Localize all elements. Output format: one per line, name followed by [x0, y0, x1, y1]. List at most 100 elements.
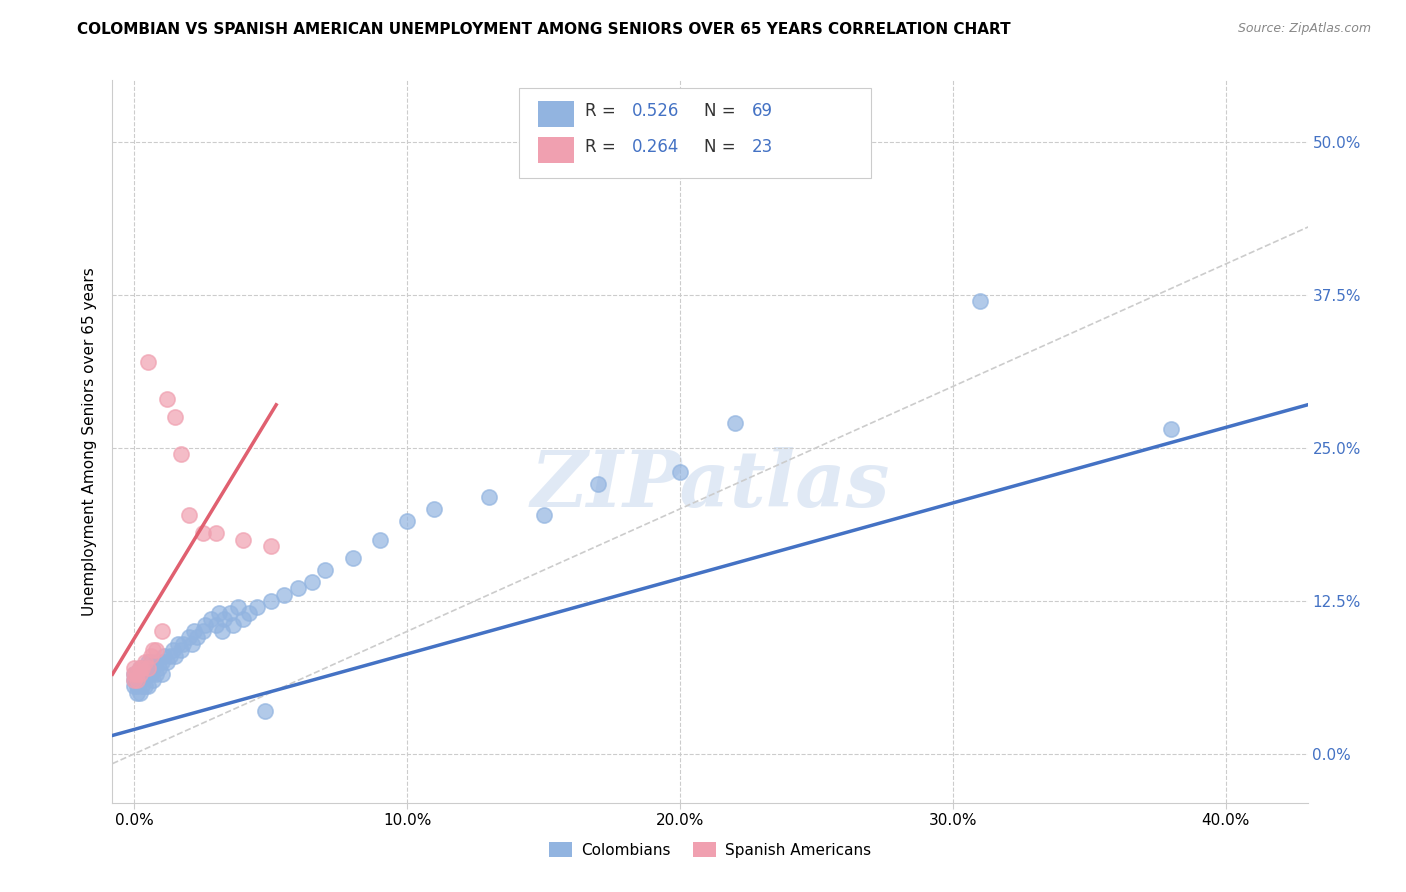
Point [191, 526, 214, 541]
Point [125, 667, 148, 681]
Point [150, 667, 173, 681]
Point [159, 648, 181, 663]
Point [200, 612, 222, 626]
Point [287, 582, 309, 596]
Point [124, 667, 146, 681]
Point [136, 661, 159, 675]
Point [246, 599, 269, 614]
Point [423, 502, 446, 516]
FancyBboxPatch shape [538, 101, 574, 127]
Point [139, 667, 162, 681]
Point [134, 680, 156, 694]
Point [125, 673, 148, 688]
Point [153, 648, 176, 663]
Text: R =: R = [585, 103, 620, 120]
Point [183, 624, 205, 639]
Point [139, 655, 162, 669]
Point [194, 618, 217, 632]
Point [128, 661, 150, 675]
Text: N =: N = [704, 103, 741, 120]
Point [396, 514, 419, 528]
Point [124, 667, 146, 681]
FancyBboxPatch shape [519, 87, 872, 178]
Point [142, 642, 165, 657]
Text: R =: R = [585, 138, 620, 156]
Point [669, 465, 692, 479]
Point [148, 661, 170, 675]
Point [211, 624, 233, 639]
Point [170, 642, 193, 657]
Point [136, 667, 159, 681]
Point [131, 680, 153, 694]
Point [124, 673, 146, 688]
Point [142, 673, 165, 688]
Point [134, 661, 156, 675]
Point [125, 667, 148, 681]
Point [156, 392, 179, 406]
Point [124, 673, 146, 688]
Point [214, 612, 236, 626]
Point [273, 588, 295, 602]
Point [136, 655, 159, 669]
Point [238, 606, 260, 620]
Point [478, 490, 501, 504]
Point [125, 685, 148, 699]
Text: 69: 69 [752, 103, 773, 120]
Point [165, 648, 187, 663]
Point [145, 655, 167, 669]
Point [1160, 422, 1182, 436]
Point [124, 661, 146, 675]
Legend: Colombians, Spanish Americans: Colombians, Spanish Americans [543, 836, 877, 863]
Point [131, 667, 153, 681]
Text: ZIPatlas: ZIPatlas [530, 447, 890, 523]
Point [191, 624, 214, 639]
Point [131, 661, 153, 675]
Point [131, 673, 153, 688]
Point [260, 539, 283, 553]
Point [218, 606, 240, 620]
Point [145, 667, 167, 681]
Point [260, 593, 283, 607]
Point [156, 655, 179, 669]
Y-axis label: Unemployment Among Seniors over 65 years: Unemployment Among Seniors over 65 years [82, 268, 97, 615]
Point [125, 673, 148, 688]
Point [533, 508, 555, 522]
Point [208, 606, 231, 620]
Point [150, 655, 173, 669]
Point [254, 704, 277, 718]
Point [124, 680, 146, 694]
Point [128, 667, 150, 681]
Text: 0.264: 0.264 [633, 138, 679, 156]
Point [180, 637, 202, 651]
Point [139, 648, 162, 663]
Point [301, 575, 323, 590]
Text: Source: ZipAtlas.com: Source: ZipAtlas.com [1237, 22, 1371, 36]
Point [969, 293, 991, 308]
Point [205, 618, 228, 632]
Point [165, 410, 187, 425]
Point [150, 624, 173, 639]
Point [167, 637, 190, 651]
Point [145, 642, 167, 657]
Point [136, 355, 159, 369]
Text: N =: N = [704, 138, 741, 156]
Point [125, 680, 148, 694]
Text: 23: 23 [752, 138, 773, 156]
Point [177, 631, 200, 645]
Point [314, 563, 336, 577]
Point [128, 685, 150, 699]
Point [205, 526, 228, 541]
Point [221, 618, 243, 632]
Point [142, 661, 165, 675]
Point [177, 508, 200, 522]
Point [368, 533, 391, 547]
Point [186, 631, 208, 645]
Point [232, 533, 254, 547]
Point [723, 416, 745, 430]
Point [134, 655, 156, 669]
Point [170, 447, 193, 461]
Text: 0.526: 0.526 [633, 103, 679, 120]
Point [128, 673, 150, 688]
Point [128, 661, 150, 675]
Point [586, 477, 609, 491]
